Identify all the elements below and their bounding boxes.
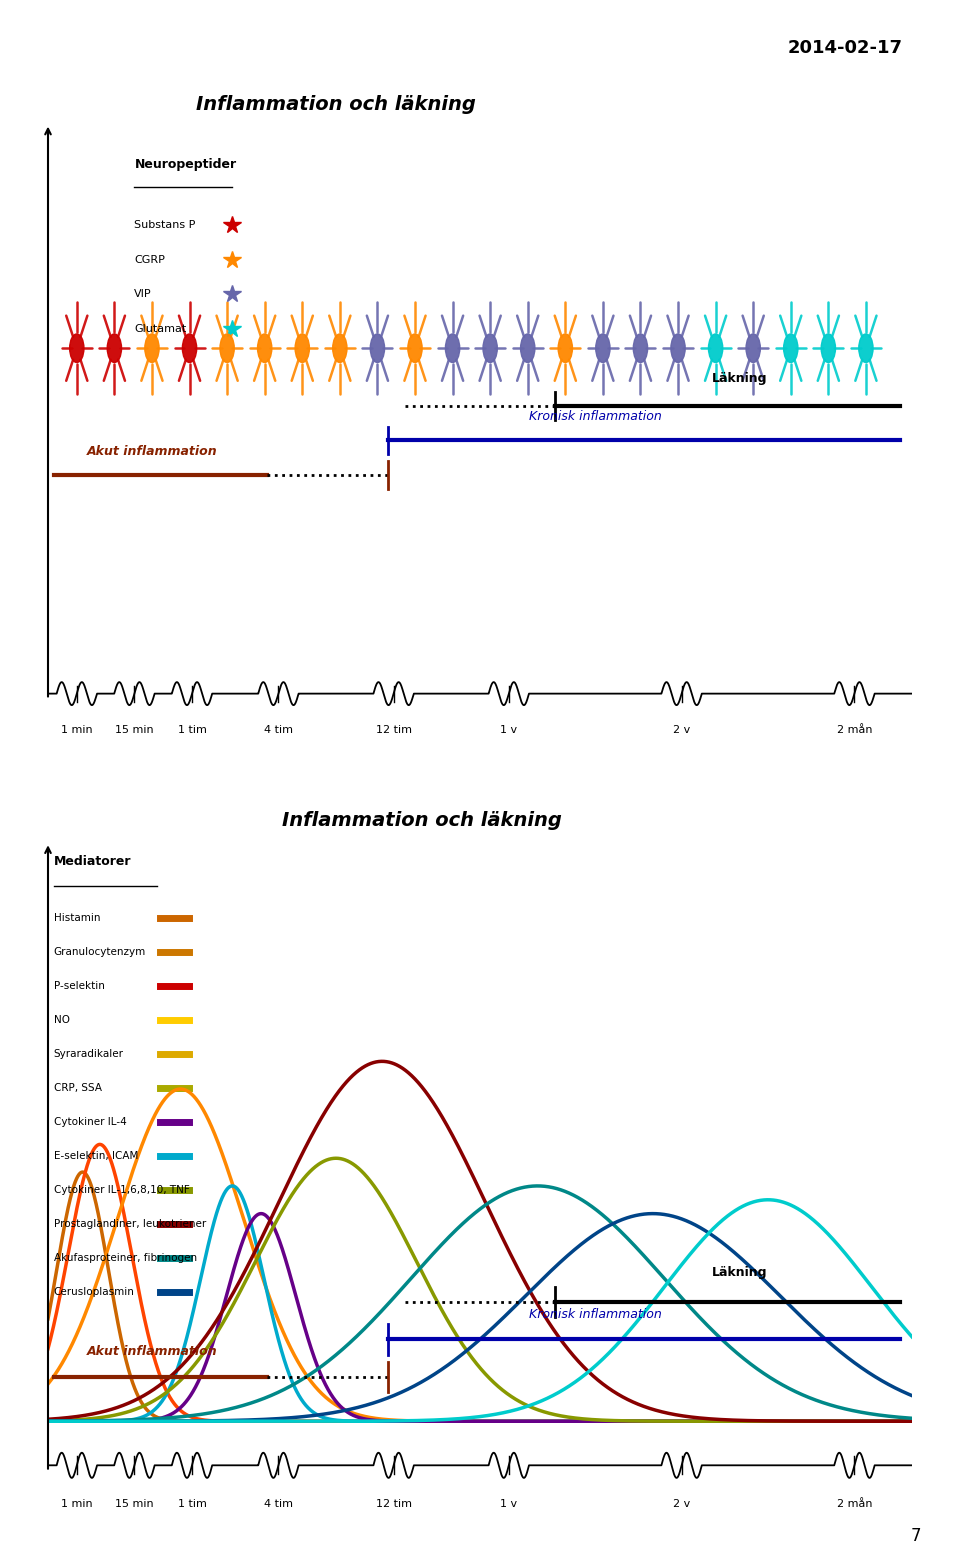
Text: 1 min: 1 min (61, 725, 92, 735)
Circle shape (483, 334, 497, 362)
Text: 1 tim: 1 tim (178, 1499, 206, 1510)
Text: Syraradikaler: Syraradikaler (54, 1048, 124, 1059)
Circle shape (220, 334, 234, 362)
Text: Glutamat: Glutamat (134, 323, 186, 334)
Text: 2 mån: 2 mån (837, 725, 872, 735)
Text: Kronisk inflammation: Kronisk inflammation (529, 410, 661, 422)
Text: 12 tim: 12 tim (375, 1499, 412, 1510)
Text: Cerusloplasmin: Cerusloplasmin (54, 1286, 134, 1297)
Circle shape (558, 334, 572, 362)
Text: Läkning: Läkning (711, 373, 767, 385)
Circle shape (408, 334, 422, 362)
Text: Akufasproteiner, fibrinogen: Akufasproteiner, fibrinogen (54, 1253, 197, 1263)
Text: 1 min: 1 min (61, 1499, 92, 1510)
Text: Inflammation och läkning: Inflammation och läkning (196, 95, 476, 113)
Text: Prostaglandiner, leukotriener: Prostaglandiner, leukotriener (54, 1219, 206, 1228)
Circle shape (708, 334, 723, 362)
Text: Akut inflammation: Akut inflammation (86, 444, 217, 458)
Text: 2 v: 2 v (673, 1499, 690, 1510)
Text: E-selektin, ICAM: E-selektin, ICAM (54, 1151, 138, 1160)
Circle shape (70, 334, 84, 362)
Text: P-selektin: P-selektin (54, 981, 105, 991)
Circle shape (257, 334, 272, 362)
Circle shape (445, 334, 460, 362)
Text: 4 tim: 4 tim (264, 725, 293, 735)
Text: Akut inflammation: Akut inflammation (86, 1345, 217, 1359)
Circle shape (783, 334, 798, 362)
Text: CRP, SSA: CRP, SSA (54, 1082, 102, 1093)
Text: 2 v: 2 v (673, 725, 690, 735)
Circle shape (108, 334, 122, 362)
Text: Granulocytenzym: Granulocytenzym (54, 947, 146, 957)
Text: 4 tim: 4 tim (264, 1499, 293, 1510)
Circle shape (596, 334, 610, 362)
Text: Histamin: Histamin (54, 913, 100, 922)
Circle shape (520, 334, 535, 362)
Text: NO: NO (54, 1014, 70, 1025)
Text: Inflammation och läkning: Inflammation och läkning (282, 811, 563, 829)
Text: 2 mån: 2 mån (837, 1499, 872, 1510)
Text: Mediatorer: Mediatorer (54, 856, 132, 868)
Circle shape (145, 334, 159, 362)
Text: CGRP: CGRP (134, 255, 165, 264)
Circle shape (634, 334, 648, 362)
Text: 7: 7 (911, 1527, 922, 1545)
Circle shape (295, 334, 309, 362)
Circle shape (821, 334, 835, 362)
Circle shape (746, 334, 760, 362)
Circle shape (671, 334, 685, 362)
Text: Läkning: Läkning (711, 1266, 767, 1280)
Text: 1 v: 1 v (500, 725, 517, 735)
Text: Cytokiner IL-4: Cytokiner IL-4 (54, 1117, 127, 1127)
Text: 1 v: 1 v (500, 1499, 517, 1510)
Text: Kronisk inflammation: Kronisk inflammation (529, 1308, 661, 1320)
Text: Substans P: Substans P (134, 221, 196, 230)
Text: Cytokiner IL-1,6,8,10, TNF: Cytokiner IL-1,6,8,10, TNF (54, 1185, 189, 1194)
Text: Neuropeptider: Neuropeptider (134, 158, 236, 171)
Circle shape (333, 334, 347, 362)
Text: 15 min: 15 min (115, 1499, 154, 1510)
Text: 15 min: 15 min (115, 725, 154, 735)
Circle shape (371, 334, 385, 362)
Text: 1 tim: 1 tim (178, 725, 206, 735)
Text: 12 tim: 12 tim (375, 725, 412, 735)
Circle shape (859, 334, 873, 362)
Circle shape (182, 334, 197, 362)
Text: VIP: VIP (134, 289, 152, 300)
Text: 2014-02-17: 2014-02-17 (787, 39, 902, 57)
